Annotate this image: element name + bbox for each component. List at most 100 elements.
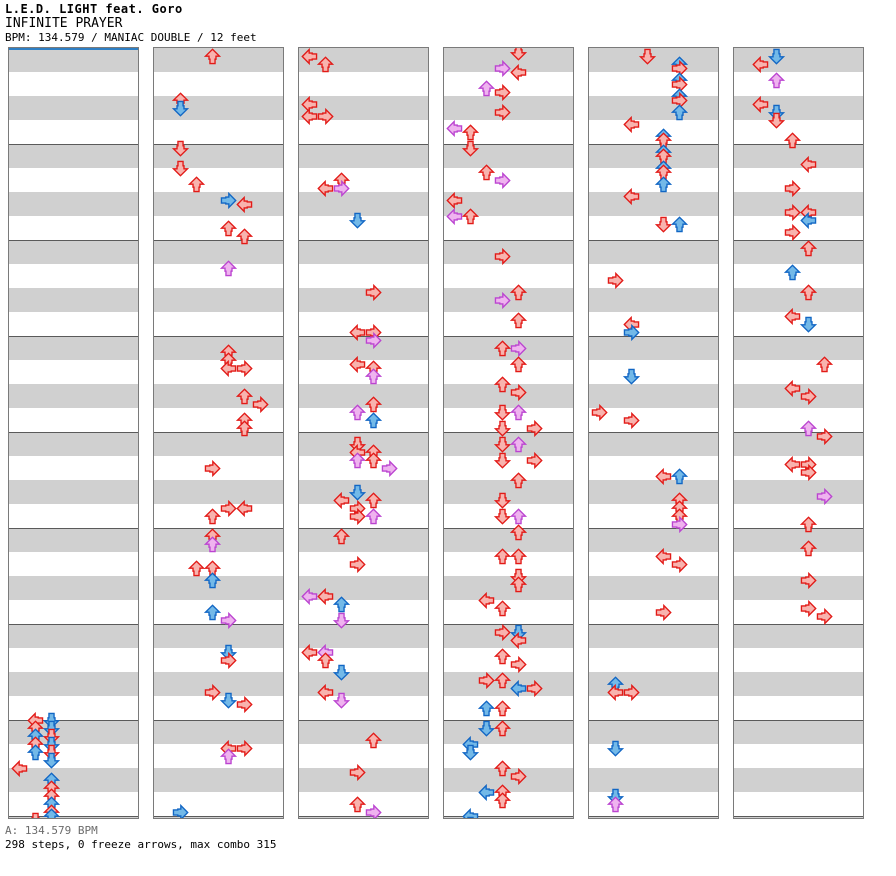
note-arrow <box>461 744 480 761</box>
note-arrow <box>623 323 640 342</box>
note-arrow <box>800 571 817 590</box>
note-arrow <box>623 187 640 206</box>
note-arrow <box>655 603 672 622</box>
note-arrow <box>477 164 496 181</box>
note-arrow <box>478 671 495 690</box>
note-arrow <box>219 692 238 709</box>
note-arrow <box>671 91 688 110</box>
chart-column-5 <box>588 47 719 819</box>
note-arrow <box>622 368 641 385</box>
note-arrow <box>349 507 366 526</box>
note-arrow <box>494 103 511 122</box>
note-arrow <box>493 404 512 421</box>
note-arrow <box>767 48 786 65</box>
note-arrow <box>493 340 512 357</box>
note-arrow <box>670 104 689 121</box>
note-arrow <box>493 720 512 737</box>
note-arrow <box>478 783 495 802</box>
note-arrow <box>815 356 834 373</box>
stepchart-columns: A <box>0 47 896 819</box>
note-arrow <box>332 612 351 629</box>
note-arrow <box>510 383 527 402</box>
note-arrow <box>671 59 688 78</box>
note-arrow <box>800 155 817 174</box>
note-arrow <box>317 107 334 126</box>
note-arrow <box>219 260 238 277</box>
note-arrow <box>42 720 61 737</box>
note-arrow <box>784 307 801 326</box>
note-arrow <box>477 80 496 97</box>
note-arrow <box>171 100 190 117</box>
note-arrow <box>348 212 367 229</box>
note-arrow <box>493 492 512 509</box>
note-arrow <box>332 596 351 613</box>
note-arrow <box>607 271 624 290</box>
note-arrow <box>606 740 625 757</box>
note-arrow <box>767 112 786 129</box>
note-arrow <box>654 216 673 233</box>
note-arrow <box>364 732 383 749</box>
note-arrow <box>42 712 61 729</box>
note-arrow <box>317 683 334 702</box>
note-arrow <box>446 119 463 138</box>
note-arrow <box>493 508 512 525</box>
note-arrow <box>365 331 382 350</box>
note-arrow <box>494 171 511 190</box>
note-arrow <box>461 140 480 157</box>
measure-grid <box>299 48 428 818</box>
note-arrow <box>816 607 833 626</box>
note-arrow <box>316 652 335 669</box>
note-arrow <box>655 467 672 486</box>
note-layer <box>154 48 283 818</box>
note-arrow <box>510 767 527 786</box>
note-arrow <box>301 587 318 606</box>
note-arrow <box>348 404 367 421</box>
note-arrow <box>493 548 512 565</box>
note-arrow <box>364 412 383 429</box>
note-arrow <box>11 759 28 778</box>
note-arrow <box>606 796 625 813</box>
note-arrow <box>607 683 624 702</box>
note-arrow <box>800 211 817 230</box>
note-arrow <box>670 468 689 485</box>
note-arrow <box>510 63 527 82</box>
note-arrow <box>784 379 801 398</box>
note-arrow <box>220 499 237 518</box>
note-arrow <box>349 763 366 782</box>
note-arrow <box>509 548 528 565</box>
note-arrow <box>236 695 253 714</box>
note-arrow <box>462 807 479 818</box>
note-arrow <box>767 72 786 89</box>
note-arrow <box>671 555 688 574</box>
note-arrow <box>800 599 817 618</box>
note-arrow <box>26 744 45 761</box>
note-arrow <box>493 420 512 437</box>
note-arrow <box>42 744 61 761</box>
note-arrow <box>509 284 528 301</box>
note-arrow <box>509 436 528 453</box>
note-arrow <box>767 104 786 121</box>
note-arrow <box>623 115 640 134</box>
note-arrow <box>784 203 801 222</box>
note-arrow <box>204 683 221 702</box>
note-arrow <box>235 228 254 245</box>
note-arrow <box>364 492 383 509</box>
note-arrow <box>236 739 253 758</box>
note-arrow <box>509 524 528 541</box>
note-arrow <box>27 812 44 818</box>
note-arrow <box>317 587 334 606</box>
song-title: INFINITE PRAYER <box>5 16 123 31</box>
note-arrow <box>800 463 817 482</box>
bpm-change-marker <box>9 48 138 50</box>
note-arrow <box>494 83 511 102</box>
note-arrow <box>252 395 269 414</box>
note-arrow <box>365 283 382 302</box>
note-arrow <box>220 611 237 630</box>
note-arrow <box>509 48 528 61</box>
chart-column-4 <box>443 47 574 819</box>
note-arrow <box>493 376 512 393</box>
note-arrow <box>784 179 801 198</box>
note-arrow <box>348 484 367 501</box>
note-arrow <box>509 576 528 593</box>
note-arrow <box>171 160 190 177</box>
